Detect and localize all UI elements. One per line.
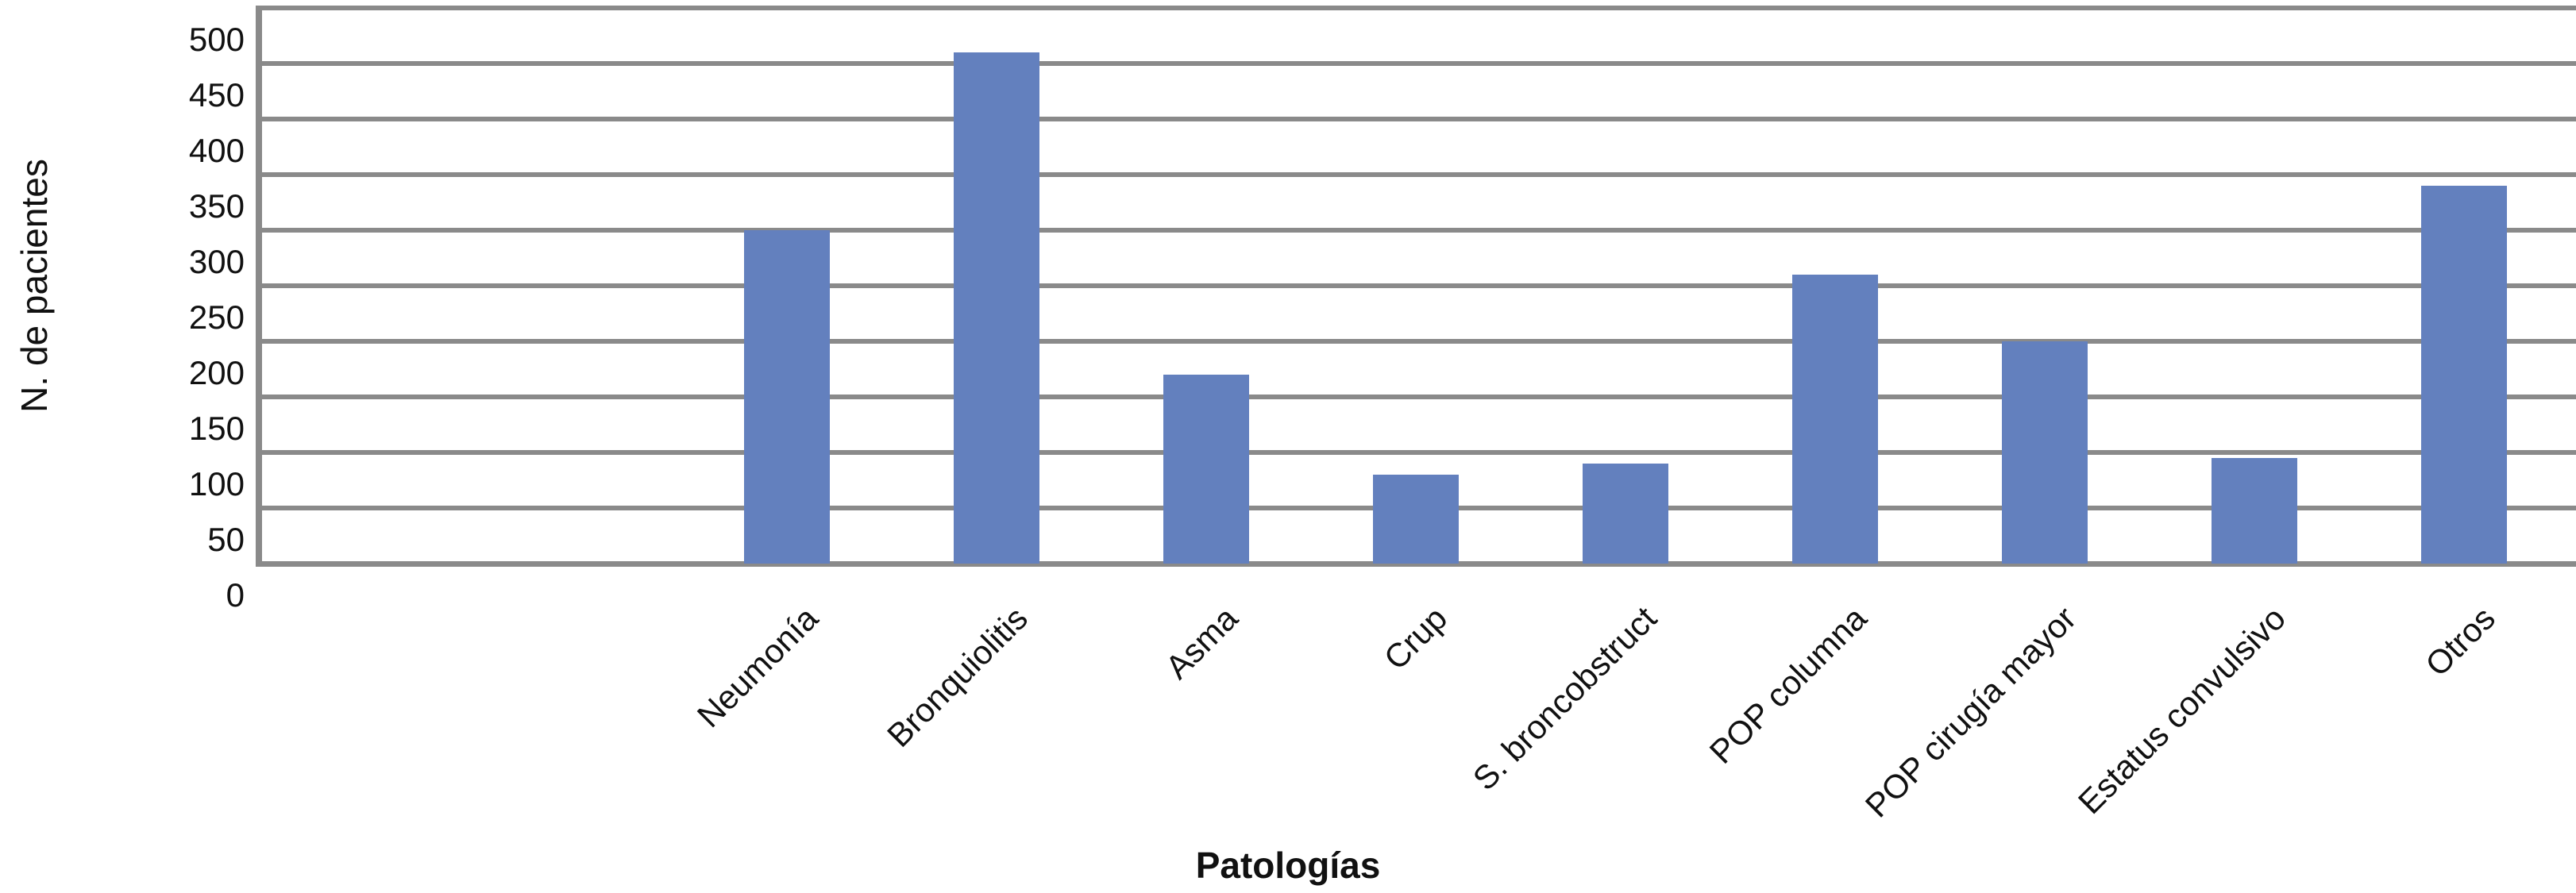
x-axis-title: Patologías (1195, 845, 1381, 886)
y-tick-label-50: 50 (207, 521, 245, 558)
x-category-label-otros: Otros (2418, 599, 2503, 683)
y-tick-label-450: 450 (188, 76, 245, 114)
gridline-y-350 (258, 172, 2576, 177)
y-tick-label-400: 400 (188, 132, 245, 169)
gridline-y-100 (258, 450, 2576, 455)
gridline-y-400 (258, 117, 2576, 121)
x-category-label-crup: Crup (1376, 599, 1455, 677)
gridline-y-250 (258, 283, 2576, 288)
gridline-y-200 (258, 339, 2576, 344)
y-tick-label-250: 250 (188, 298, 245, 336)
bar-asma (1163, 375, 1249, 564)
x-category-label-estatus-convulsivo: Estatus convulsivo (2071, 599, 2293, 822)
x-category-label-pop-columna: POP columna (1702, 599, 1874, 771)
gridline-y-0 (258, 561, 2576, 567)
y-tick-label-500: 500 (188, 21, 245, 58)
bar-neumon-a (744, 230, 830, 564)
x-category-label-pop-cirug-a-mayor: POP cirugía mayor (1857, 599, 2084, 825)
x-category-label-s-broncobstruct: S. broncobstruct (1465, 599, 1664, 798)
bar-pop-columna (1792, 275, 1878, 564)
x-category-label-asma: Asma (1158, 599, 1245, 687)
bar-crup (1373, 475, 1459, 564)
gridline-y-450 (258, 61, 2576, 66)
bar-pop-cirug-a-mayor (2002, 341, 2088, 564)
y-tick-label-300: 300 (188, 243, 245, 280)
gridline-y-500 (258, 6, 2576, 10)
y-tick-label-0: 0 (226, 576, 245, 614)
bar-s-broncobstruct (1583, 464, 1668, 564)
y-tick-label-150: 150 (188, 410, 245, 447)
y-axis-line (256, 6, 262, 567)
bar-bronquiolitis (954, 52, 1039, 564)
x-category-label-neumon-a: Neumonía (689, 599, 826, 735)
y-tick-label-100: 100 (188, 465, 245, 502)
bar-estatus-convulsivo (2212, 458, 2297, 564)
bar-otros (2421, 186, 2507, 564)
x-category-label-bronquiolitis: Bronquiolitis (880, 599, 1035, 755)
y-axis-title: N. de pacientes (13, 159, 55, 413)
y-tick-label-350: 350 (188, 187, 245, 225)
gridline-y-150 (258, 395, 2576, 399)
y-tick-label-200: 200 (188, 354, 245, 391)
gridline-y-300 (258, 228, 2576, 233)
